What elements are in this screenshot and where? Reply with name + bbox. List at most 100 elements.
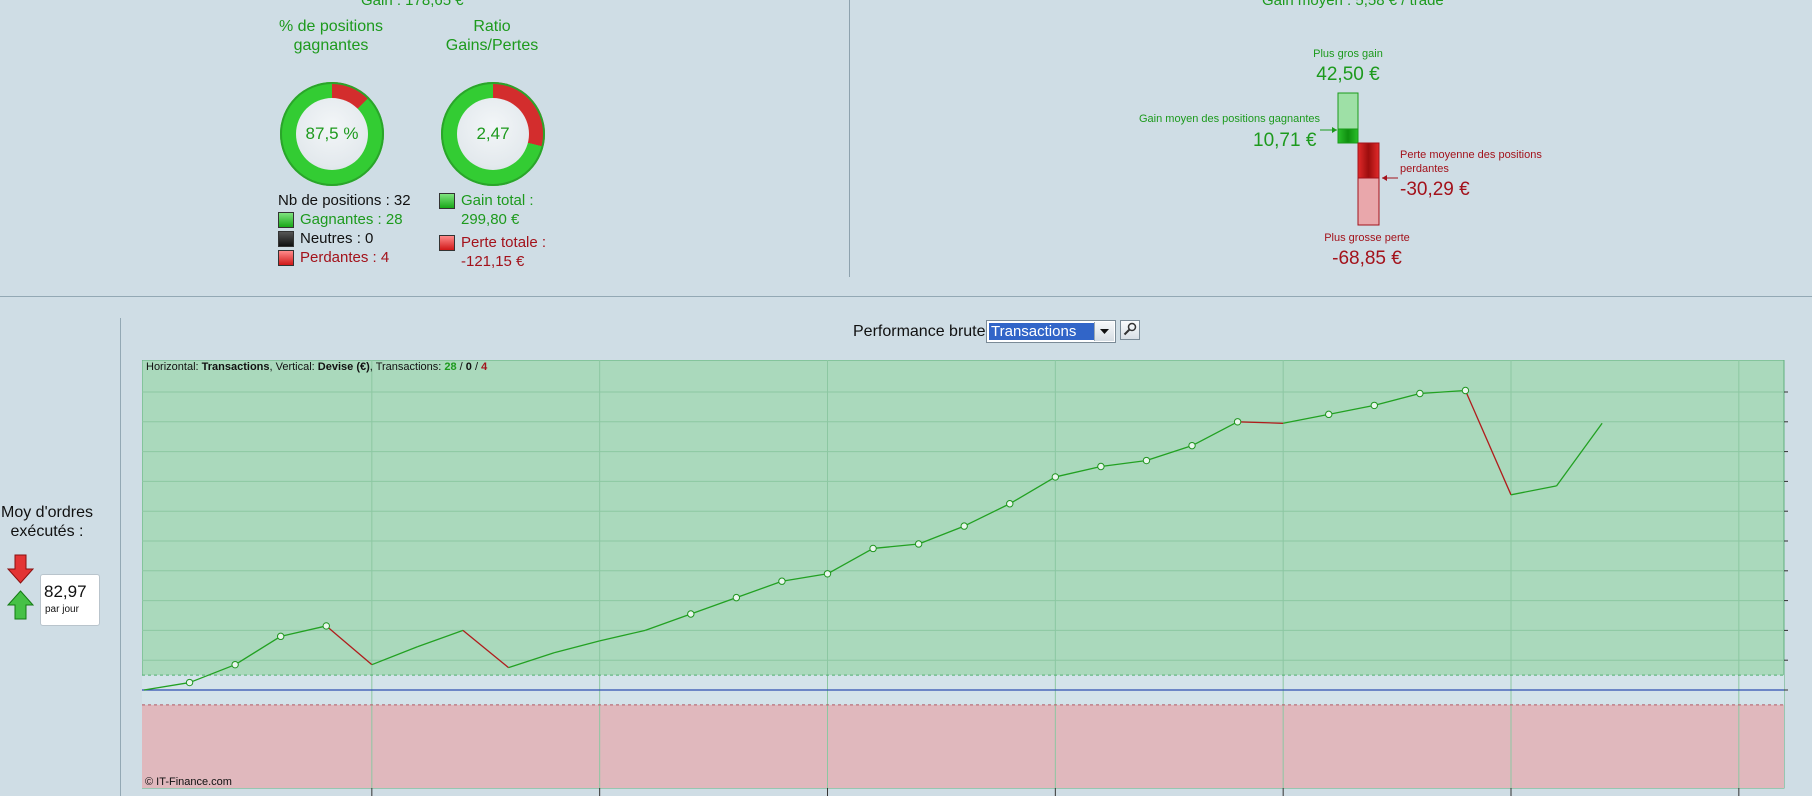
data-point <box>1461 386 1470 395</box>
legend-neutres: Neutres : 0 <box>278 229 411 248</box>
caption-neutral: 0 <box>465 361 472 373</box>
win-segment <box>963 503 1011 527</box>
performance-select[interactable]: Transactions <box>986 320 1116 343</box>
gain-loss-ratio-donut: 2,47 <box>441 82 545 186</box>
legend-perdantes: Perdantes : 4 <box>278 248 411 267</box>
win-segment <box>1100 459 1147 468</box>
data-point <box>960 522 968 530</box>
data-point <box>1188 441 1196 450</box>
orders-unit: par jour <box>45 604 79 615</box>
plus-grosse-perte-label: Plus grosse perte <box>1324 232 1410 244</box>
win-segment <box>508 652 555 669</box>
orders-card <box>40 574 100 626</box>
win-segment <box>143 681 190 691</box>
donut-ratio-title: Ratio Gains/Pertes <box>445 18 539 54</box>
loss-segment <box>1237 421 1284 424</box>
win-segment <box>1055 465 1102 478</box>
win-segment <box>371 646 418 666</box>
gain-moyen-label: Gain moyen des positions gagnantes <box>1139 113 1321 125</box>
chart-caption: Horizontal: Transactions, Vertical: Devi… <box>146 361 488 373</box>
selected-option: Transactions <box>989 323 1095 340</box>
loss-band <box>142 704 1784 788</box>
loss-arrowhead-icon <box>1382 175 1387 181</box>
nb-positions: Nb de positions : 32 <box>278 192 411 209</box>
data-point <box>823 570 832 578</box>
loss-segment <box>462 629 509 669</box>
win-segment <box>873 543 919 550</box>
perte-moyenne-value: -30,29 € <box>1400 179 1470 200</box>
perte-totale-value: -121,15 € <box>461 253 525 270</box>
win-segment <box>1009 476 1056 505</box>
win-segment <box>553 640 600 654</box>
win-segment <box>1374 392 1421 407</box>
orders-arrows <box>6 554 35 620</box>
win-segment <box>280 625 327 637</box>
copyright: © IT-Finance.com <box>145 776 232 788</box>
win-segment <box>1328 404 1375 415</box>
win-segment <box>827 547 874 575</box>
gain-loss-ratio-value: 2,47 <box>457 98 529 170</box>
gain-arrowhead-icon <box>1332 127 1337 133</box>
black-square-icon <box>278 230 294 247</box>
loss-segment <box>1464 390 1512 496</box>
data-point <box>1416 389 1424 398</box>
win-segment <box>1283 413 1329 424</box>
win-segment <box>189 664 236 684</box>
performance-label: Performance brute <box>853 323 986 340</box>
plus-grosse-perte-value: -68,85 € <box>1332 248 1402 269</box>
win-segment <box>1191 421 1238 447</box>
wrench-icon <box>1123 322 1137 336</box>
up-arrow-icon <box>6 590 35 620</box>
caption-losses: 4 <box>481 361 488 373</box>
win-segment <box>599 629 646 642</box>
data-point <box>1006 500 1014 508</box>
data-point <box>1142 456 1151 465</box>
gain-total-label: Gain total : <box>439 191 546 210</box>
red-square-icon <box>278 249 294 266</box>
settings-button[interactable] <box>1120 320 1140 340</box>
data-point <box>1051 473 1060 481</box>
win-segment <box>645 613 692 632</box>
data-point <box>185 678 194 687</box>
chevron-down-icon[interactable] <box>1094 322 1114 341</box>
data-point <box>277 632 285 641</box>
green-square-icon <box>439 192 455 209</box>
win-segment <box>690 597 737 615</box>
perte-totale-label: Perte totale : <box>439 233 546 252</box>
orders-label: Moy d'ordres exécutés : <box>1 504 93 540</box>
horizontal-divider <box>0 296 1812 297</box>
win-segment <box>1146 445 1193 462</box>
data-point <box>687 610 695 618</box>
data-point <box>322 622 330 630</box>
avg-loss-bar <box>1357 142 1380 179</box>
data-point <box>231 660 239 669</box>
win-rate-donut: 87,5 % <box>280 82 384 186</box>
totals-legend: Gain total : 299,80 € Perte totale : -12… <box>439 191 546 271</box>
gain-loss-bars <box>1320 92 1398 226</box>
win-segment <box>1556 422 1603 487</box>
perte-moyenne-label: Perte moyenne des positions perdantes <box>1400 149 1542 175</box>
data-point <box>778 577 786 585</box>
positions-legend: Nb de positions : 32 Gagnantes : 28 Neut… <box>278 191 411 267</box>
caption-wins: 28 <box>444 361 457 373</box>
legend-gagnantes: Gagnantes : 28 <box>278 210 411 229</box>
vertical-divider <box>849 0 850 277</box>
data-point <box>1370 401 1379 410</box>
data-point <box>1325 410 1333 419</box>
orders-value: 82,97 <box>44 582 87 601</box>
win-segment <box>1419 389 1466 395</box>
win-segment <box>736 580 783 599</box>
win-segment <box>918 525 965 545</box>
data-point <box>1097 462 1105 471</box>
win-segment <box>781 573 828 582</box>
data-point <box>869 544 877 553</box>
data-point <box>732 593 741 602</box>
green-square-icon <box>278 211 294 228</box>
performance-chart <box>142 360 1788 796</box>
down-arrow-icon <box>6 554 35 584</box>
gain-moyen-summary: Gain moyen : 5,58 € / trade <box>1262 0 1444 9</box>
gain-summary: Gain : 178,65 € <box>361 0 464 9</box>
plus-gros-gain-value: 42,50 € <box>1316 64 1380 85</box>
donut-win-rate-title: % de positions gagnantes <box>278 18 384 54</box>
plus-gros-gain-label: Plus gros gain <box>1313 48 1383 60</box>
